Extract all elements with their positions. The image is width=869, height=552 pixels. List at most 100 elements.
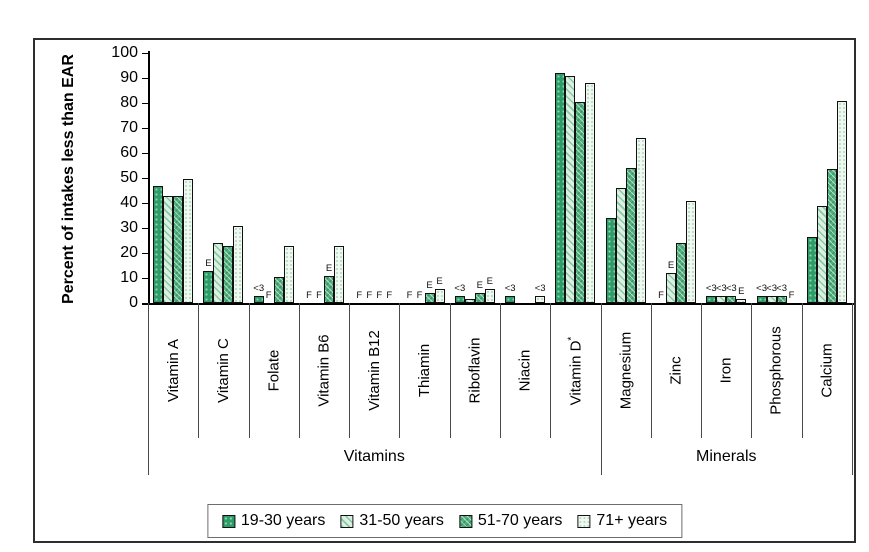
category-label-Vitamin-B12: Vitamin B12 [349, 303, 399, 438]
chart-legend: 19-30 years 31-50 years 51-70 years 71+ yea… [206, 504, 683, 538]
y-tick-label: 0 [129, 294, 138, 311]
bar-Vitamin-C-series1 [203, 270, 214, 303]
legend-item-51-70-years: 51-70 years [458, 512, 563, 530]
x-axis-line [142, 303, 854, 305]
suppressed-annotation: F [316, 290, 322, 301]
bar-annotation: <3 [504, 282, 516, 294]
bar-Phosphorous-series2 [766, 295, 777, 303]
suppressed-annotation: F [376, 290, 383, 301]
y-axis-line [148, 51, 150, 303]
category-divider [550, 303, 552, 438]
legend-label: 51-70 years [477, 512, 563, 529]
category-label-text: Riboflavin [466, 337, 484, 404]
category-label-text: Vitamin B12 [365, 330, 383, 411]
category-label-text: Folate [265, 349, 283, 392]
legend-swatch-icon [340, 514, 354, 528]
y-tick-label: 90 [120, 69, 138, 86]
bar-annotation: E [436, 276, 443, 288]
bar-annotation: E [476, 280, 484, 291]
bar-annotation: <3 [253, 282, 265, 294]
y-tick-label: 50 [120, 169, 138, 186]
bar-Vitamin-A-series3 [173, 195, 184, 303]
category-divider [650, 303, 652, 438]
bar-Iron-series2 [716, 295, 727, 303]
category-label-Zinc: Zinc [651, 303, 701, 438]
y-tick-mark [142, 53, 148, 54]
category-label-text: Magnesium [617, 331, 635, 410]
bar-Calcium-series2 [816, 205, 827, 303]
bar-Magnesium-series2 [615, 188, 626, 303]
suppressed-annotation: F [406, 290, 413, 301]
bar-Vitamin-D--series2 [565, 75, 576, 303]
bar-annotation: E [738, 286, 745, 298]
category-label-Riboflavin: Riboflavin [450, 303, 500, 438]
bar-Iron-series3 [726, 295, 737, 303]
bar-Calcium-series1 [806, 236, 817, 303]
category-label-Magnesium: Magnesium [601, 303, 651, 438]
y-tick-mark [142, 153, 148, 154]
category-label-Vitamin-C: Vitamin C [198, 303, 248, 438]
category-label-Folate: Folate [249, 303, 299, 438]
bar-annotation: E [667, 260, 675, 271]
chart-figure: Percent of intakes less than EAR 0 10 20 30… [33, 38, 856, 543]
category-divider [198, 303, 200, 438]
category-divider [801, 303, 803, 438]
bar-Vitamin-C-series3 [223, 245, 234, 303]
section-divider [600, 438, 602, 475]
bar-Vitamin-B6-series4 [334, 245, 344, 303]
category-label-text: Zinc [667, 356, 685, 385]
category-label-Vitamin-A: Vitamin A [148, 303, 198, 438]
category-label-Iron: Iron [701, 303, 751, 438]
legend-swatch-icon [221, 514, 235, 528]
bar-Vitamin-B6-series3 [324, 275, 334, 303]
category-divider [349, 303, 351, 438]
bar-Niacin-series4 [535, 295, 546, 303]
bar-Magnesium-series3 [625, 168, 636, 303]
bar-Vitamin-C-series4 [233, 225, 244, 303]
bar-Calcium-series3 [826, 169, 837, 303]
y-tick-mark [142, 178, 148, 179]
category-divider [298, 303, 300, 438]
legend-swatch-icon [458, 514, 472, 528]
category-label-text: Vitamin D* [566, 336, 585, 405]
bar-Calcium-series4 [836, 100, 847, 303]
bar-Vitamin-A-series4 [183, 179, 194, 303]
bar-annotation: E [486, 276, 494, 288]
suppressed-annotation: F [265, 290, 272, 301]
y-tick-mark [142, 253, 148, 254]
category-label-text: Iron [717, 357, 735, 384]
bar-Vitamin-D--series4 [585, 83, 596, 303]
bar-annotation: <3 [766, 282, 777, 294]
bar-annotation: E [205, 257, 212, 269]
bar-Zinc-series2 [666, 273, 676, 303]
suppressed-annotation: F [356, 290, 363, 301]
bar-Iron-series4 [736, 299, 747, 303]
legend-item-71-years: 71+ years [577, 512, 667, 530]
bar-Folate-series3 [273, 276, 284, 303]
bar-Riboflavin-series2 [464, 299, 475, 303]
y-tick-mark [142, 78, 148, 79]
category-label-Calcium: Calcium [802, 303, 852, 438]
y-axis-title: Percent of intakes less than EAR [60, 54, 77, 304]
bar-Vitamin-A-series2 [163, 195, 174, 303]
bar-Vitamin-D--series3 [575, 101, 586, 303]
category-label-Thiamin: Thiamin [399, 303, 449, 438]
y-tick-label: 40 [120, 194, 138, 211]
bar-Phosphorous-series1 [756, 295, 767, 303]
y-tick-mark [142, 278, 148, 279]
category-divider [148, 303, 149, 438]
y-tick-mark [142, 128, 148, 129]
category-label-Phosphorous: Phosphorous [751, 303, 801, 438]
bar-Thiamin-series4 [434, 289, 445, 303]
category-label-text: Vitamin C [214, 338, 232, 403]
category-label-Vitamin-D-: Vitamin D* [550, 303, 600, 438]
bar-Folate-series1 [253, 295, 264, 303]
suppressed-annotation: F [658, 290, 664, 301]
section-divider [148, 438, 149, 475]
bar-annotation: <3 [715, 282, 727, 294]
bar-Vitamin-C-series2 [213, 243, 224, 303]
bar-Zinc-series4 [686, 200, 696, 303]
bar-annotation: E [426, 280, 433, 291]
bar-Riboflavin-series4 [484, 289, 495, 303]
suppressed-annotation: F [386, 290, 393, 301]
